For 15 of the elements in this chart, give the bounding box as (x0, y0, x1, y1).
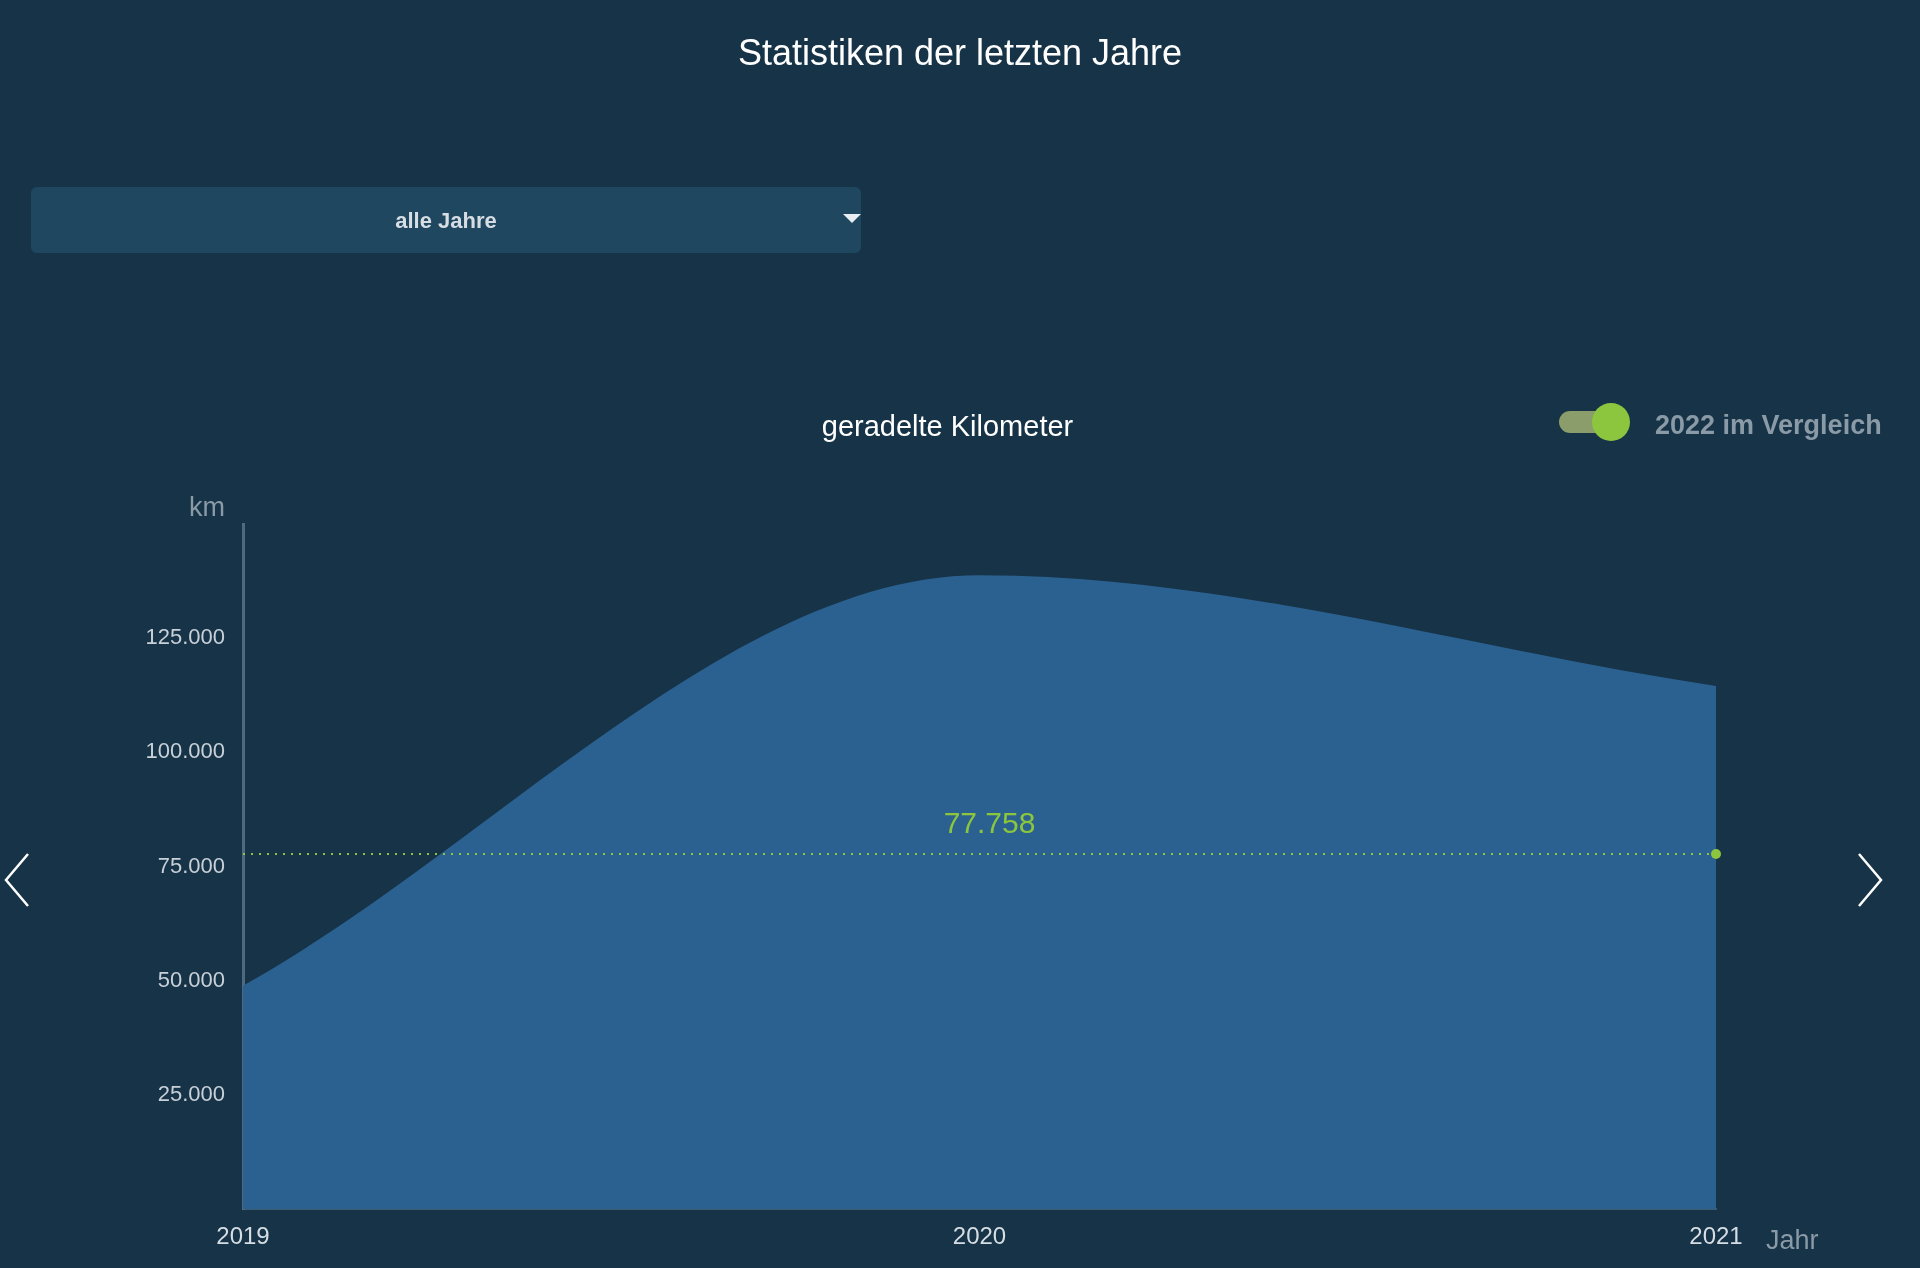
y-axis-title: km (189, 491, 225, 522)
y-tick-label: 100.000 (145, 738, 225, 764)
ref-line-label: 77.758 (943, 806, 1036, 840)
text: 2022 im Vergleich (1655, 410, 1882, 441)
chart-subtitle: geradelte Kilometer (821, 410, 1074, 442)
x-axis-title: Jahr (1766, 1225, 1819, 1256)
chart-title: Statistiken der letzten Jahre (736, 32, 1184, 74)
y-tick-label: 75.000 (157, 852, 225, 878)
x-tick-label: 2019 (216, 1222, 270, 1250)
text: alle Jahre (394, 208, 498, 234)
y-tick-label: 25.000 (157, 1080, 225, 1106)
x-tick-label: 2021 (1689, 1222, 1743, 1250)
y-tick-label: 125.000 (145, 624, 225, 650)
y-tick-label: 50.000 (157, 966, 225, 992)
x-tick-label: 2020 (952, 1222, 1007, 1250)
